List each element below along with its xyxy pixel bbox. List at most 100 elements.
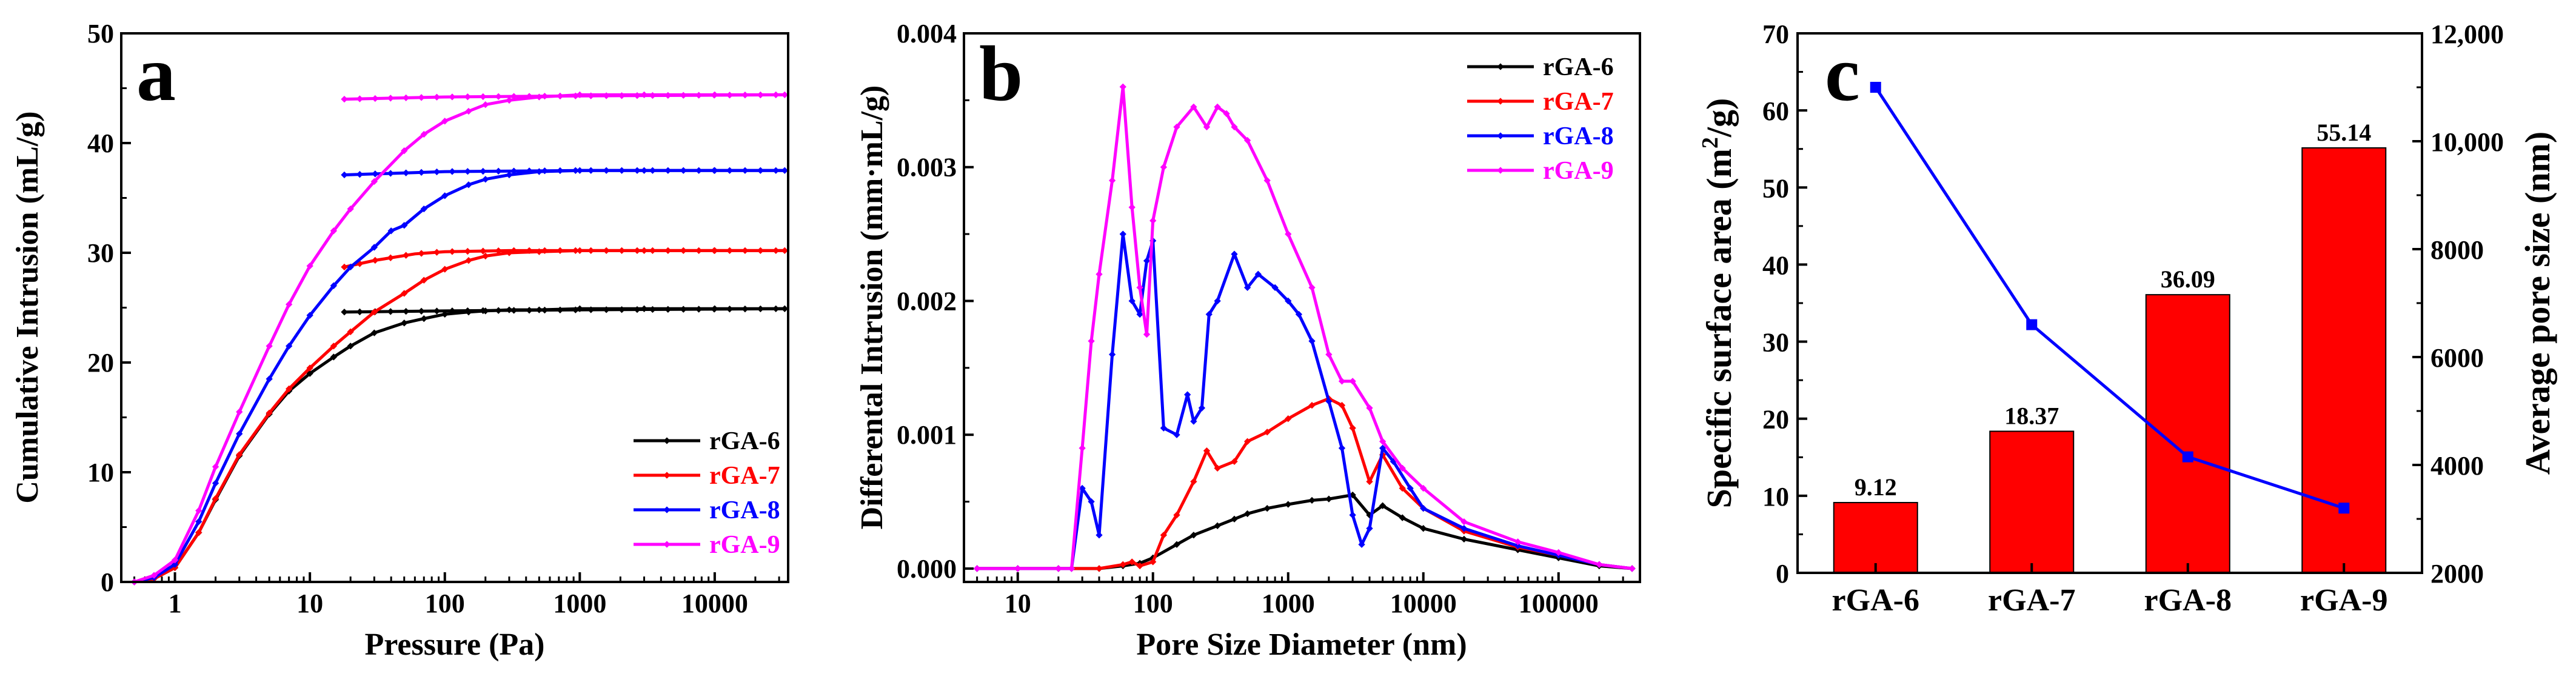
b-point-rGA-8-25 [1295, 310, 1303, 318]
a-extrusion-point-rGA-7-28 [772, 247, 780, 255]
a-extrusion-point-rGA-8-22 [680, 167, 687, 174]
b-point-rGA-9-28 [1379, 438, 1387, 445]
a-point-rGA-7-14 [441, 266, 449, 273]
a-legend-marker-rGA-7 [663, 472, 671, 479]
b-point-rGA-7-9 [1173, 511, 1180, 519]
b-legend-label-rGA-8: rGA-8 [1543, 122, 1614, 150]
b-point-rGA-7-8 [1160, 532, 1168, 539]
b-point-rGA-7-13 [1231, 458, 1238, 465]
a-extrusion-point-rGA-6-12 [526, 307, 533, 314]
a-extrusion-point-rGA-6-21 [664, 306, 672, 313]
a-extrusion-point-rGA-9-5 [418, 94, 425, 101]
b-point-rGA-8-22 [1254, 270, 1262, 278]
panel-a: 1 10 100 1000 10000 0 10 20 30 40 50 a Pressure (P… [10, 19, 789, 662]
a-extrusion-point-rGA-9-0 [341, 95, 348, 103]
a-extrusion-point-rGA-8-7 [449, 168, 456, 175]
a-extrusion-point-rGA-6-27 [757, 305, 764, 313]
a-point-rGA-6-12 [401, 319, 408, 327]
a-extrusion-point-rGA-8-0 [341, 171, 348, 179]
b-point-rGA-8-21 [1243, 284, 1251, 292]
a-point-rGA-6-11 [370, 329, 378, 336]
a-extrusion-point-rGA-8-6 [433, 168, 441, 176]
b-line-rGA-9 [977, 85, 1633, 570]
b-point-rGA-6-19 [1399, 514, 1406, 521]
a-point-rGA-9-1 [150, 572, 158, 579]
c-bar-rGA-9 [2301, 147, 2387, 574]
b-point-rGA-6-11 [1243, 510, 1251, 518]
a-extrusion-point-rGA-8-15 [572, 167, 579, 174]
a-point-rGA-8-11 [370, 244, 378, 251]
a-extrusion-point-rGA-8-17 [603, 167, 610, 174]
b-point-rGA-6-14 [1308, 496, 1316, 504]
a-point-rGA-9-8 [306, 262, 313, 270]
c-ytick-label-2: 20 [1762, 405, 1789, 435]
a-xtick-label-4: 10000 [681, 589, 748, 618]
b-xtick-label-0: 10 [1005, 589, 1031, 618]
a-extrusion-point-rGA-9-16 [587, 92, 595, 99]
a-legend-label-rGA-9: rGA-9 [709, 531, 780, 559]
a-extrusion-line-rGA-7 [344, 249, 785, 269]
a-extrusion-point-rGA-7-25 [726, 247, 734, 255]
panel-a-legend: rGA-6 rGA-7 rGA-8 rGA-9 [634, 427, 780, 559]
b-point-rGA-9-29 [1399, 464, 1406, 472]
a-extrusion-point-rGA-8-10 [495, 167, 502, 175]
a-extrusion-point-rGA-9-17 [603, 92, 610, 99]
a-extrusion-point-rGA-8-3 [387, 170, 394, 177]
c-pore-size-point-rGA-9 [2338, 503, 2350, 514]
b-point-rGA-8-27 [1325, 398, 1333, 405]
a-point-rGA-8-6 [266, 375, 273, 383]
b-point-rGA-6-18 [1379, 502, 1387, 509]
b-point-rGA-9-21 [1263, 177, 1271, 184]
c-ytick-label-1: 10 [1762, 482, 1789, 512]
a-extrusion-point-rGA-8-18 [618, 167, 626, 174]
panel-c-ylabel-superscript: 2 [1698, 137, 1723, 149]
a-extrusion-point-rGA-6-9 [480, 307, 487, 315]
b-point-rGA-8-30 [1358, 541, 1365, 548]
b-point-rGA-9-34 [1596, 561, 1603, 568]
b-point-rGA-8-4 [1079, 484, 1086, 492]
a-extrusion-point-rGA-8-2 [372, 170, 379, 178]
c-bar-value-rGA-7: 18.37 [2004, 402, 2059, 429]
panel-c-ylabel-part1: Specific surface area (m [1699, 149, 1739, 508]
panel-b-ylabel: Differental Intrusion (mm·mL/g) [855, 85, 889, 530]
a-extrusion-point-rGA-6-13 [541, 306, 549, 314]
panel-c-ylabel: Specific surface area (m2/g) [1698, 98, 1739, 509]
b-point-rGA-8-35 [1420, 504, 1427, 512]
panel-c-ylabel-part2: /g) [1699, 98, 1739, 138]
b-point-rGA-9-4 [1079, 444, 1086, 452]
a-point-rGA-9-5 [236, 408, 243, 416]
a-legend-marker-rGA-6 [663, 437, 671, 444]
a-extrusion-point-rGA-7-12 [526, 247, 533, 255]
a-extrusion-point-rGA-7-4 [403, 252, 410, 259]
a-extrusion-point-rGA-7-20 [649, 247, 657, 255]
b-xtick-label-2: 1000 [1262, 589, 1315, 618]
a-point-rGA-7-11 [370, 309, 378, 316]
a-extrusion-point-rGA-9-2 [372, 95, 379, 102]
c-y2tick-label-2: 6000 [2430, 343, 2484, 373]
b-point-rGA-6-13 [1285, 501, 1292, 508]
a-extrusion-point-rGA-6-28 [772, 305, 780, 313]
b-point-rGA-8-10 [1136, 310, 1143, 318]
b-point-rGA-8-7 [1108, 351, 1116, 358]
panel-b-legend: rGA-6 rGA-7 rGA-8 rGA-9 [1467, 53, 1614, 185]
a-legend-label-rGA-8: rGA-8 [709, 496, 780, 524]
b-point-rGA-7-7 [1149, 558, 1157, 566]
b-point-rGA-9-14 [1173, 123, 1180, 131]
b-point-rGA-8-14 [1173, 431, 1180, 438]
c-xtick-label-rGA-7: rGA-7 [1988, 583, 2075, 618]
a-extrusion-point-rGA-8-8 [464, 168, 472, 175]
b-point-rGA-7-5 [1128, 558, 1136, 566]
a-xtick-label-3: 1000 [553, 589, 606, 618]
b-point-rGA-7-19 [1338, 401, 1346, 409]
a-extrusion-point-rGA-7-9 [480, 247, 487, 255]
a-extrusion-point-rGA-9-14 [557, 92, 564, 100]
a-extrusion-point-rGA-7-3 [387, 254, 394, 261]
a-extrusion-point-rGA-8-27 [757, 167, 764, 174]
b-point-rGA-8-11 [1143, 257, 1151, 264]
b-point-rGA-9-32 [1514, 538, 1522, 546]
a-point-rGA-9-2 [171, 556, 179, 564]
a-point-rGA-9-22 [781, 91, 788, 99]
c-pore-size-point-rGA-6 [1870, 82, 1881, 93]
a-point-rGA-6-22 [781, 305, 788, 312]
